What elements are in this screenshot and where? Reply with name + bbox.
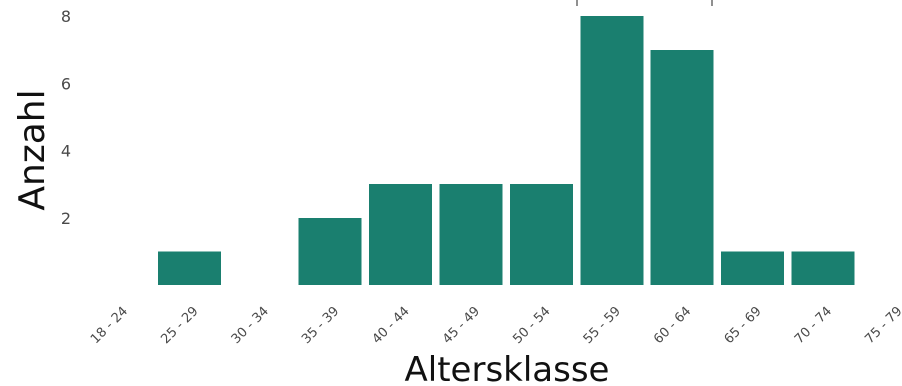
x-tick-label: 50 - 54	[510, 304, 553, 347]
y-tick-label: 4	[61, 142, 71, 161]
x-tick-label: 35 - 39	[299, 304, 342, 347]
y-tick-labels: 2 4 6 8	[61, 7, 71, 228]
x-tick-label: 60 - 64	[651, 304, 694, 347]
bar-7	[580, 16, 644, 285]
x-tick-label: 75 - 79	[862, 304, 902, 347]
x-tick-label: 45 - 49	[440, 304, 483, 347]
y-axis-title: Anzahl	[12, 89, 53, 210]
x-tick-label: 55 - 59	[581, 304, 624, 347]
x-tick-label: 65 - 69	[722, 304, 765, 347]
x-axis-title: Altersklasse	[405, 350, 610, 386]
bar-4	[369, 184, 433, 285]
bars-group	[157, 16, 855, 285]
bar-5	[439, 184, 503, 285]
x-tick-label: 18 - 24	[88, 304, 131, 347]
bar-1	[157, 251, 221, 285]
bar-10	[791, 251, 855, 285]
bar-6	[509, 184, 573, 285]
bar-8	[650, 49, 714, 285]
x-tick-label: 40 - 44	[370, 304, 413, 347]
x-tick-label: 70 - 74	[792, 304, 835, 347]
y-tick-label: 6	[61, 74, 71, 93]
x-tick-label: 25 - 29	[158, 304, 201, 347]
y-tick-label: 8	[61, 7, 71, 26]
x-tick-label: 30 - 34	[229, 304, 272, 347]
y-tick-label: 2	[61, 209, 71, 228]
bar-9	[721, 251, 785, 285]
bar-3	[298, 217, 362, 285]
x-tick-labels: 18 - 24 25 - 29 30 - 34 35 - 39 40 - 44 45 - …	[88, 304, 902, 347]
